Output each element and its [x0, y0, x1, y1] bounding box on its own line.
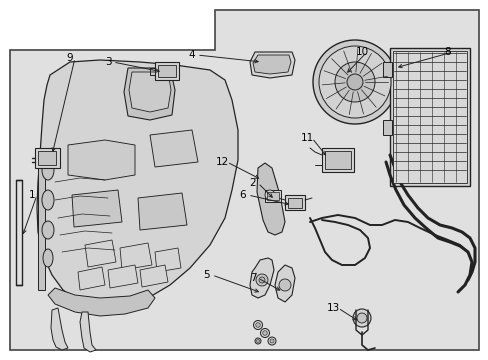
Polygon shape: [85, 240, 116, 267]
Text: 1: 1: [29, 190, 35, 200]
Circle shape: [254, 338, 261, 344]
Bar: [38, 151, 56, 165]
Text: 12: 12: [215, 157, 228, 167]
Ellipse shape: [42, 221, 54, 239]
Polygon shape: [274, 265, 294, 302]
Circle shape: [256, 274, 267, 286]
Bar: [264, 190, 281, 202]
Circle shape: [346, 74, 362, 90]
Bar: [158, 65, 176, 77]
Polygon shape: [150, 130, 198, 167]
Circle shape: [356, 313, 366, 323]
Bar: [325, 151, 350, 169]
Circle shape: [318, 46, 390, 118]
Polygon shape: [249, 258, 273, 298]
Circle shape: [256, 339, 259, 342]
Bar: [382, 62, 391, 77]
Polygon shape: [108, 265, 138, 288]
Circle shape: [267, 337, 275, 345]
Text: 6: 6: [239, 190, 246, 200]
Polygon shape: [249, 52, 294, 78]
Circle shape: [259, 277, 264, 283]
Bar: [285, 195, 305, 210]
Bar: [35, 148, 60, 168]
Text: 13: 13: [325, 303, 339, 313]
Bar: [392, 51, 466, 183]
Circle shape: [255, 323, 260, 327]
Polygon shape: [140, 265, 168, 287]
Polygon shape: [51, 308, 68, 350]
Polygon shape: [129, 72, 171, 112]
Polygon shape: [120, 243, 152, 270]
Ellipse shape: [42, 190, 54, 210]
Circle shape: [253, 320, 262, 329]
Text: 7: 7: [249, 273, 256, 283]
Text: 10: 10: [355, 47, 368, 57]
Polygon shape: [257, 163, 285, 235]
Polygon shape: [155, 248, 181, 272]
Circle shape: [269, 339, 273, 343]
Bar: [155, 62, 179, 80]
Bar: [321, 148, 353, 172]
Polygon shape: [252, 55, 290, 74]
Circle shape: [312, 40, 396, 124]
Text: 11: 11: [300, 133, 313, 143]
Ellipse shape: [43, 249, 53, 267]
Ellipse shape: [264, 190, 274, 200]
Text: 3: 3: [104, 57, 111, 67]
Polygon shape: [138, 193, 186, 230]
Polygon shape: [10, 10, 478, 350]
Circle shape: [279, 279, 290, 291]
Bar: [266, 192, 279, 200]
Text: 2: 2: [249, 178, 256, 188]
Circle shape: [260, 328, 269, 338]
Polygon shape: [72, 190, 122, 227]
Polygon shape: [68, 140, 135, 180]
Bar: [382, 120, 391, 135]
Text: 4: 4: [188, 50, 195, 60]
Text: 9: 9: [66, 53, 73, 63]
Polygon shape: [48, 288, 155, 316]
Polygon shape: [78, 267, 105, 290]
Ellipse shape: [42, 160, 54, 180]
Text: 8: 8: [444, 47, 450, 57]
Bar: [287, 198, 302, 208]
Bar: [389, 48, 469, 186]
Polygon shape: [38, 160, 45, 290]
Circle shape: [334, 62, 374, 102]
Circle shape: [262, 331, 267, 335]
Circle shape: [352, 309, 370, 327]
Polygon shape: [37, 60, 238, 308]
Text: 5: 5: [203, 270, 210, 280]
Polygon shape: [80, 312, 96, 352]
Polygon shape: [124, 68, 175, 120]
